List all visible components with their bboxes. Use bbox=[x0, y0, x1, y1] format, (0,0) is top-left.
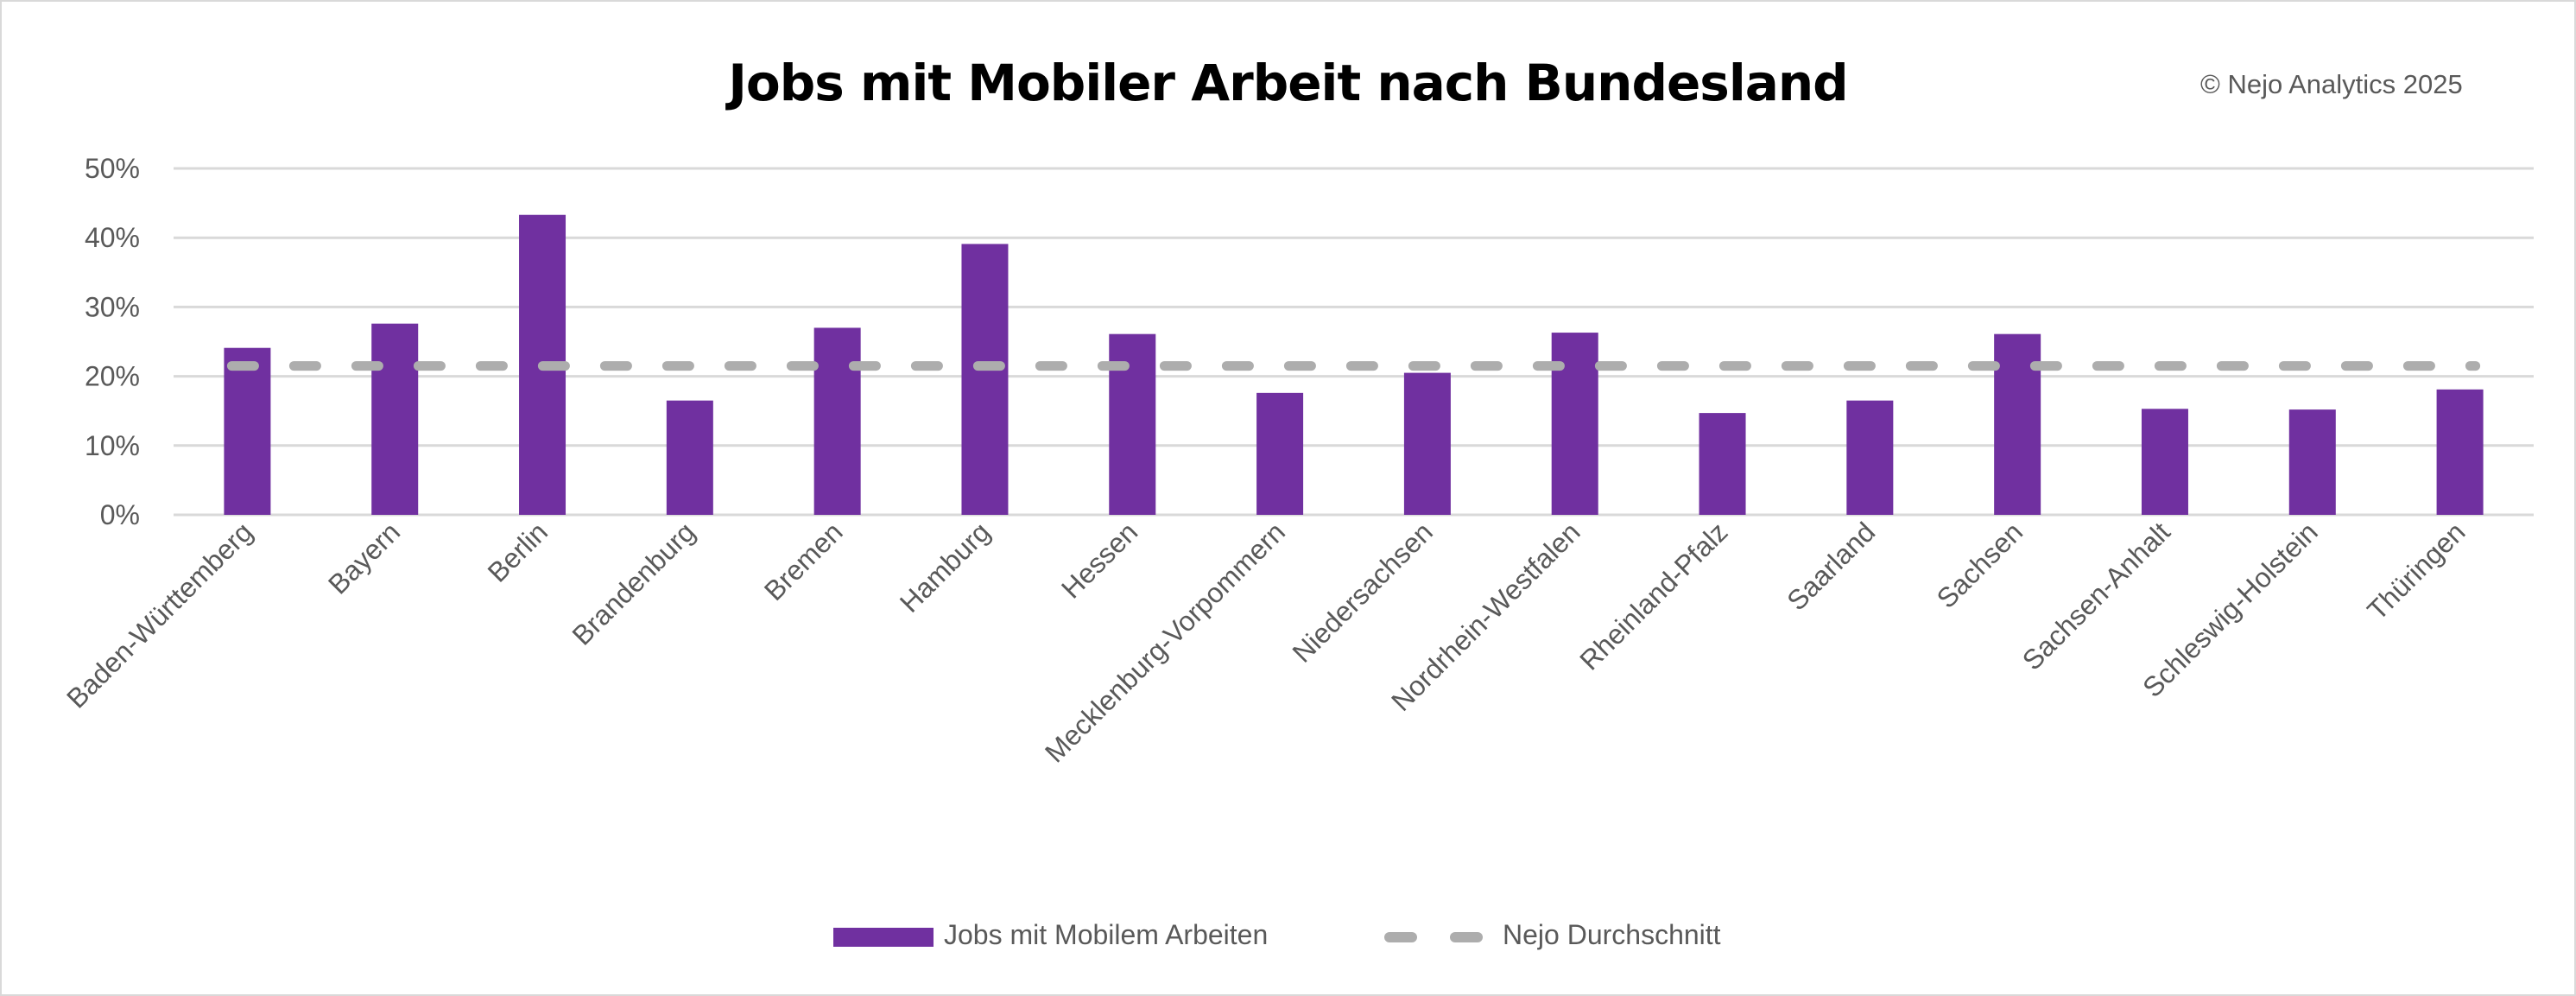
x-tick-label: Bremen bbox=[758, 516, 849, 606]
legend-swatch-bars bbox=[833, 928, 934, 947]
x-tick-label: Hamburg bbox=[894, 516, 997, 619]
legend: Jobs mit Mobilem Arbeiten Nejo Durchschn… bbox=[0, 917, 2576, 961]
chart-title: Jobs mit Mobiler Arbeit nach Bundesland bbox=[728, 54, 1848, 112]
bar-brandenburg bbox=[666, 400, 713, 515]
bar-niedersachsen bbox=[1403, 372, 1451, 515]
y-tick-label: 30% bbox=[85, 291, 140, 322]
bar-baden-württemberg bbox=[224, 347, 271, 515]
x-tick-label: Berlin bbox=[482, 516, 554, 587]
x-tick-label: Brandenburg bbox=[566, 516, 701, 650]
copyright-annotation: © Nejo Analytics 2025 bbox=[2200, 69, 2463, 99]
bar-sachsen-anhalt bbox=[2141, 409, 2188, 515]
x-tick-label: Rheinland-Pfalz bbox=[1573, 516, 1733, 676]
x-tick-label: Bayern bbox=[322, 516, 406, 600]
bar-sachsen bbox=[1994, 333, 2041, 515]
bar-rheinland-pfalz bbox=[1699, 413, 1746, 515]
x-tick-label: Thüringen bbox=[2361, 516, 2471, 625]
legend-dash-average bbox=[1384, 932, 1417, 942]
x-tick-label: Baden-Württemberg bbox=[60, 516, 258, 714]
bar-thüringen bbox=[2436, 389, 2484, 515]
bar-hamburg bbox=[961, 244, 1009, 515]
bar-saarland bbox=[1846, 400, 1894, 515]
bar-schleswig-holstein bbox=[2288, 409, 2336, 515]
bar-mecklenburg-vorpommern bbox=[1256, 392, 1304, 515]
x-tick-label: Mecklenburg-Vorpommern bbox=[1039, 516, 1291, 768]
x-tick-label: Sachsen bbox=[1931, 516, 2029, 614]
x-tick-label: Hessen bbox=[1055, 516, 1143, 604]
y-tick-label: 20% bbox=[85, 361, 140, 392]
x-tick-label: Sachsen-Anhalt bbox=[2016, 516, 2176, 676]
y-tick-label: 10% bbox=[85, 430, 140, 461]
legend-label-average: Nejo Durchschnitt bbox=[1503, 919, 1721, 950]
y-tick-label: 50% bbox=[85, 153, 140, 184]
bar-nordrhein-westfalen bbox=[1551, 333, 1598, 515]
x-tick-label: Saarland bbox=[1781, 516, 1881, 616]
bar-bayern bbox=[371, 323, 419, 515]
bar-bremen bbox=[813, 327, 861, 515]
y-tick-label: 40% bbox=[85, 222, 140, 253]
legend-dash-average bbox=[1450, 932, 1483, 942]
x-tick-label: Niedersachsen bbox=[1286, 516, 1438, 668]
y-tick-label: 0% bbox=[100, 499, 140, 530]
legend-label-bars: Jobs mit Mobilem Arbeiten bbox=[944, 919, 1269, 950]
